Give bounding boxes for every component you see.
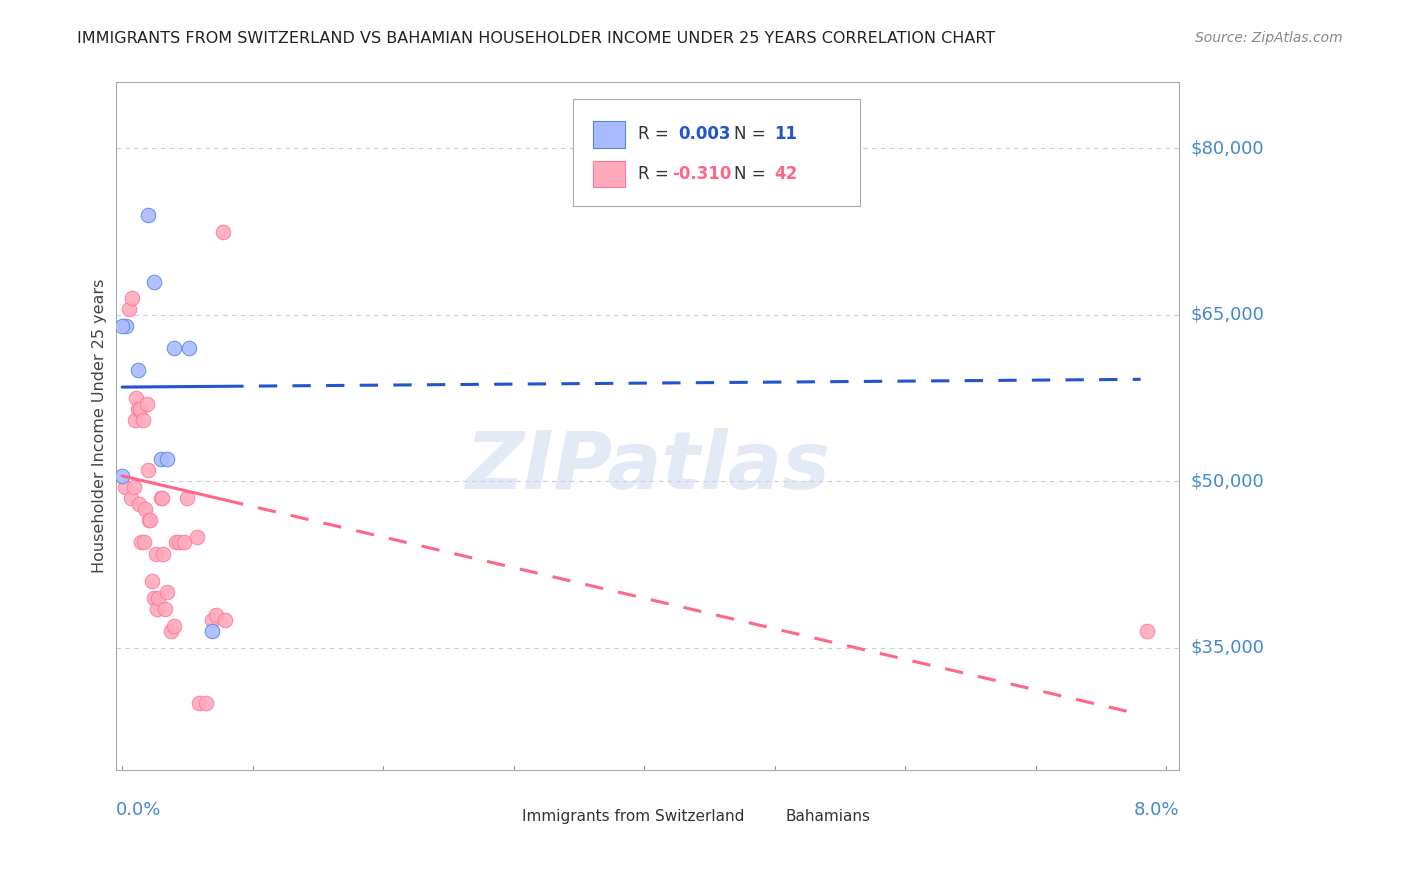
Point	[152, 547, 174, 561]
Point	[179, 341, 201, 355]
Text: Bahamians: Bahamians	[786, 808, 870, 823]
Text: Source: ZipAtlas.com: Source: ZipAtlas.com	[1195, 31, 1343, 45]
Y-axis label: Householder Income Under 25 years: Householder Income Under 25 years	[93, 278, 107, 574]
Point	[129, 402, 152, 417]
Point	[149, 491, 172, 505]
Point	[186, 530, 208, 544]
Point	[1136, 624, 1159, 639]
Point	[214, 613, 236, 627]
Point	[143, 591, 166, 605]
Point	[211, 225, 233, 239]
Point	[121, 291, 143, 305]
Point	[115, 319, 138, 334]
Point	[163, 341, 186, 355]
Point	[132, 413, 155, 427]
Text: 0.003: 0.003	[678, 126, 731, 144]
FancyBboxPatch shape	[756, 805, 780, 826]
Point	[176, 491, 198, 505]
Point	[136, 208, 159, 222]
Text: ZIPatlas: ZIPatlas	[465, 428, 830, 507]
Text: $50,000: $50,000	[1191, 473, 1264, 491]
Point	[117, 302, 139, 317]
Point	[165, 535, 187, 549]
Text: R =: R =	[638, 165, 673, 184]
Text: -0.310: -0.310	[672, 165, 731, 184]
Point	[134, 502, 156, 516]
Point	[201, 624, 224, 639]
Point	[125, 391, 148, 405]
Point	[127, 402, 149, 417]
Point	[127, 363, 149, 377]
Point	[153, 602, 176, 616]
Point	[188, 697, 211, 711]
FancyBboxPatch shape	[593, 121, 626, 147]
Point	[111, 468, 134, 483]
Point	[146, 602, 169, 616]
Text: 0.0%: 0.0%	[115, 800, 162, 819]
Point	[132, 535, 155, 549]
Point	[150, 491, 173, 505]
Point	[122, 480, 145, 494]
FancyBboxPatch shape	[494, 805, 516, 826]
Point	[141, 574, 163, 589]
Point	[139, 513, 162, 527]
Point	[156, 452, 179, 467]
Text: IMMIGRANTS FROM SWITZERLAND VS BAHAMIAN HOUSEHOLDER INCOME UNDER 25 YEARS CORREL: IMMIGRANTS FROM SWITZERLAND VS BAHAMIAN …	[77, 31, 995, 46]
Point	[135, 397, 157, 411]
Point	[138, 513, 160, 527]
Point	[167, 535, 190, 549]
FancyBboxPatch shape	[593, 161, 626, 187]
Text: $80,000: $80,000	[1191, 139, 1264, 158]
Point	[156, 585, 179, 599]
Point	[194, 697, 217, 711]
Point	[145, 547, 167, 561]
Point	[143, 275, 166, 289]
Point	[160, 624, 183, 639]
Point	[124, 413, 146, 427]
Text: N =: N =	[734, 165, 770, 184]
Text: 8.0%: 8.0%	[1133, 800, 1180, 819]
Point	[205, 607, 228, 622]
Point	[131, 535, 153, 549]
FancyBboxPatch shape	[574, 99, 860, 206]
Text: $35,000: $35,000	[1191, 639, 1264, 657]
Point	[201, 613, 224, 627]
Text: Immigrants from Switzerland: Immigrants from Switzerland	[522, 808, 744, 823]
Point	[148, 591, 170, 605]
Point	[128, 497, 150, 511]
Text: 11: 11	[775, 126, 797, 144]
Text: R =: R =	[638, 126, 673, 144]
Text: $65,000: $65,000	[1191, 306, 1264, 324]
Point	[111, 319, 134, 334]
Text: 42: 42	[775, 165, 797, 184]
Text: N =: N =	[734, 126, 770, 144]
Point	[163, 618, 186, 632]
Point	[136, 463, 159, 477]
Point	[149, 452, 172, 467]
Point	[120, 491, 142, 505]
Point	[173, 535, 195, 549]
Point	[114, 480, 136, 494]
